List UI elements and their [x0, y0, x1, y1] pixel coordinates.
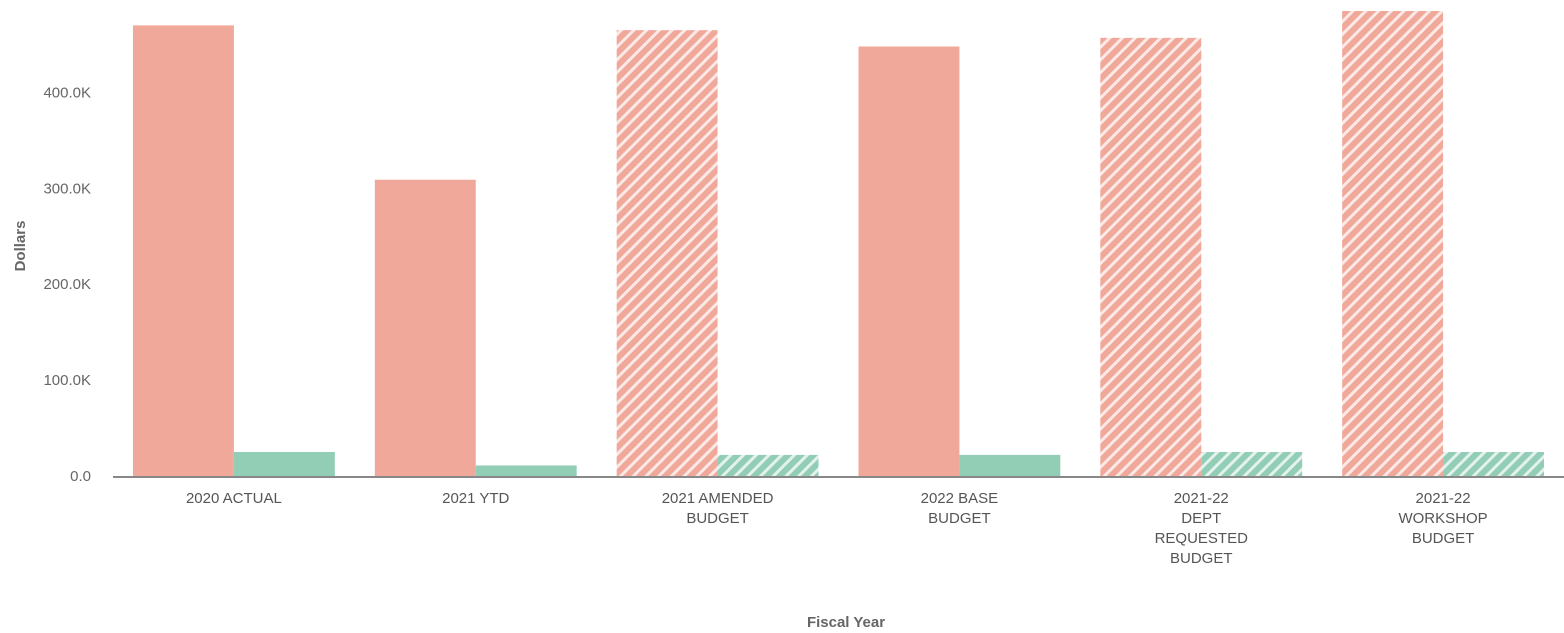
x-axis-labels: 2020 ACTUAL 2021 YTD 2021 AMENDED BUDGET 202… — [186, 490, 1488, 567]
y-tick-label: 0.0 — [70, 468, 91, 485]
y-tick-label: 300.0K — [43, 180, 91, 197]
bar[interactable] — [475, 465, 577, 476]
bar[interactable] — [374, 179, 476, 477]
x-tick-label: 2021 AMENDED BUDGET — [662, 490, 774, 527]
bar[interactable] — [1100, 37, 1202, 476]
bar[interactable] — [233, 452, 335, 476]
y-tick-label: 200.0K — [43, 276, 91, 293]
y-axis-ticks: 0.0 100.0K 200.0K 300.0K 400.0K — [43, 84, 91, 485]
bar[interactable] — [717, 454, 819, 476]
x-tick-label: 2021 YTD — [442, 490, 509, 507]
x-tick-label: 2021-22 DEPT REQUESTED BUDGET — [1155, 490, 1249, 567]
y-axis-title: Dollars — [12, 221, 29, 272]
bar[interactable] — [616, 30, 718, 476]
y-tick-label: 400.0K — [43, 84, 91, 101]
bars — [133, 11, 1544, 477]
x-tick-label: 2022 BASE BUDGET — [921, 490, 999, 527]
y-tick-label: 100.0K — [43, 372, 91, 389]
bar[interactable] — [959, 454, 1061, 476]
x-axis-title: Fiscal Year — [807, 614, 885, 631]
bar[interactable] — [133, 25, 234, 477]
bar[interactable] — [1342, 11, 1444, 476]
bar[interactable] — [858, 46, 960, 476]
bar[interactable] — [1201, 452, 1303, 476]
x-tick-label: 2020 ACTUAL — [186, 490, 282, 507]
bar[interactable] — [1443, 452, 1544, 476]
x-tick-label: 2021-22 WORKSHOP BUDGET — [1398, 490, 1487, 547]
